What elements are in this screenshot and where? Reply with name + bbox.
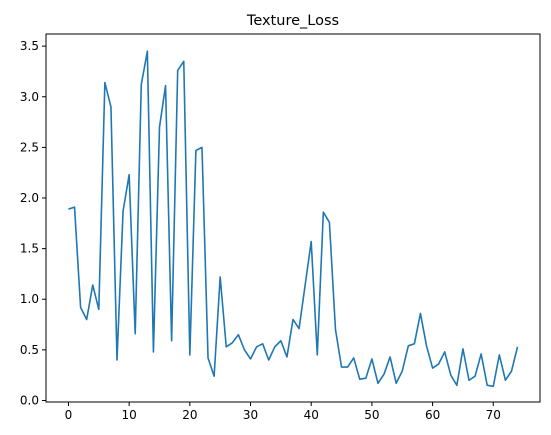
- chart-title: Texture_Loss: [246, 13, 339, 29]
- plot-border: [45, 33, 541, 403]
- y-tick-label: 0.0: [20, 393, 39, 407]
- series-line: [68, 50, 519, 388]
- y-axis: 0.0 0.5 1.0 1.5 2.0 2.5 3.0 3.5: [20, 39, 46, 407]
- y-tick-label: 2.0: [20, 191, 39, 205]
- x-tick-label: 0: [65, 408, 73, 422]
- x-tick-label: 10: [122, 408, 137, 422]
- y-tick-label: 3.0: [20, 90, 39, 104]
- x-tick-label: 50: [364, 408, 379, 422]
- y-tick-label: 0.5: [20, 343, 39, 357]
- x-tick-label: 30: [243, 408, 258, 422]
- series-layer: [68, 50, 519, 388]
- plot-frame: [45, 33, 541, 403]
- y-tick-label: 1.0: [20, 292, 39, 306]
- x-tick-label: 60: [425, 408, 440, 422]
- y-tick-label: 3.5: [20, 39, 39, 53]
- x-tick-label: 70: [486, 408, 501, 422]
- x-tick-label: 40: [304, 408, 319, 422]
- y-tick-label: 1.5: [20, 242, 39, 256]
- y-tick-label: 2.5: [20, 140, 39, 154]
- x-tick-label: 20: [182, 408, 197, 422]
- x-axis: 0 10 20 30 40 50 60 70: [65, 402, 501, 422]
